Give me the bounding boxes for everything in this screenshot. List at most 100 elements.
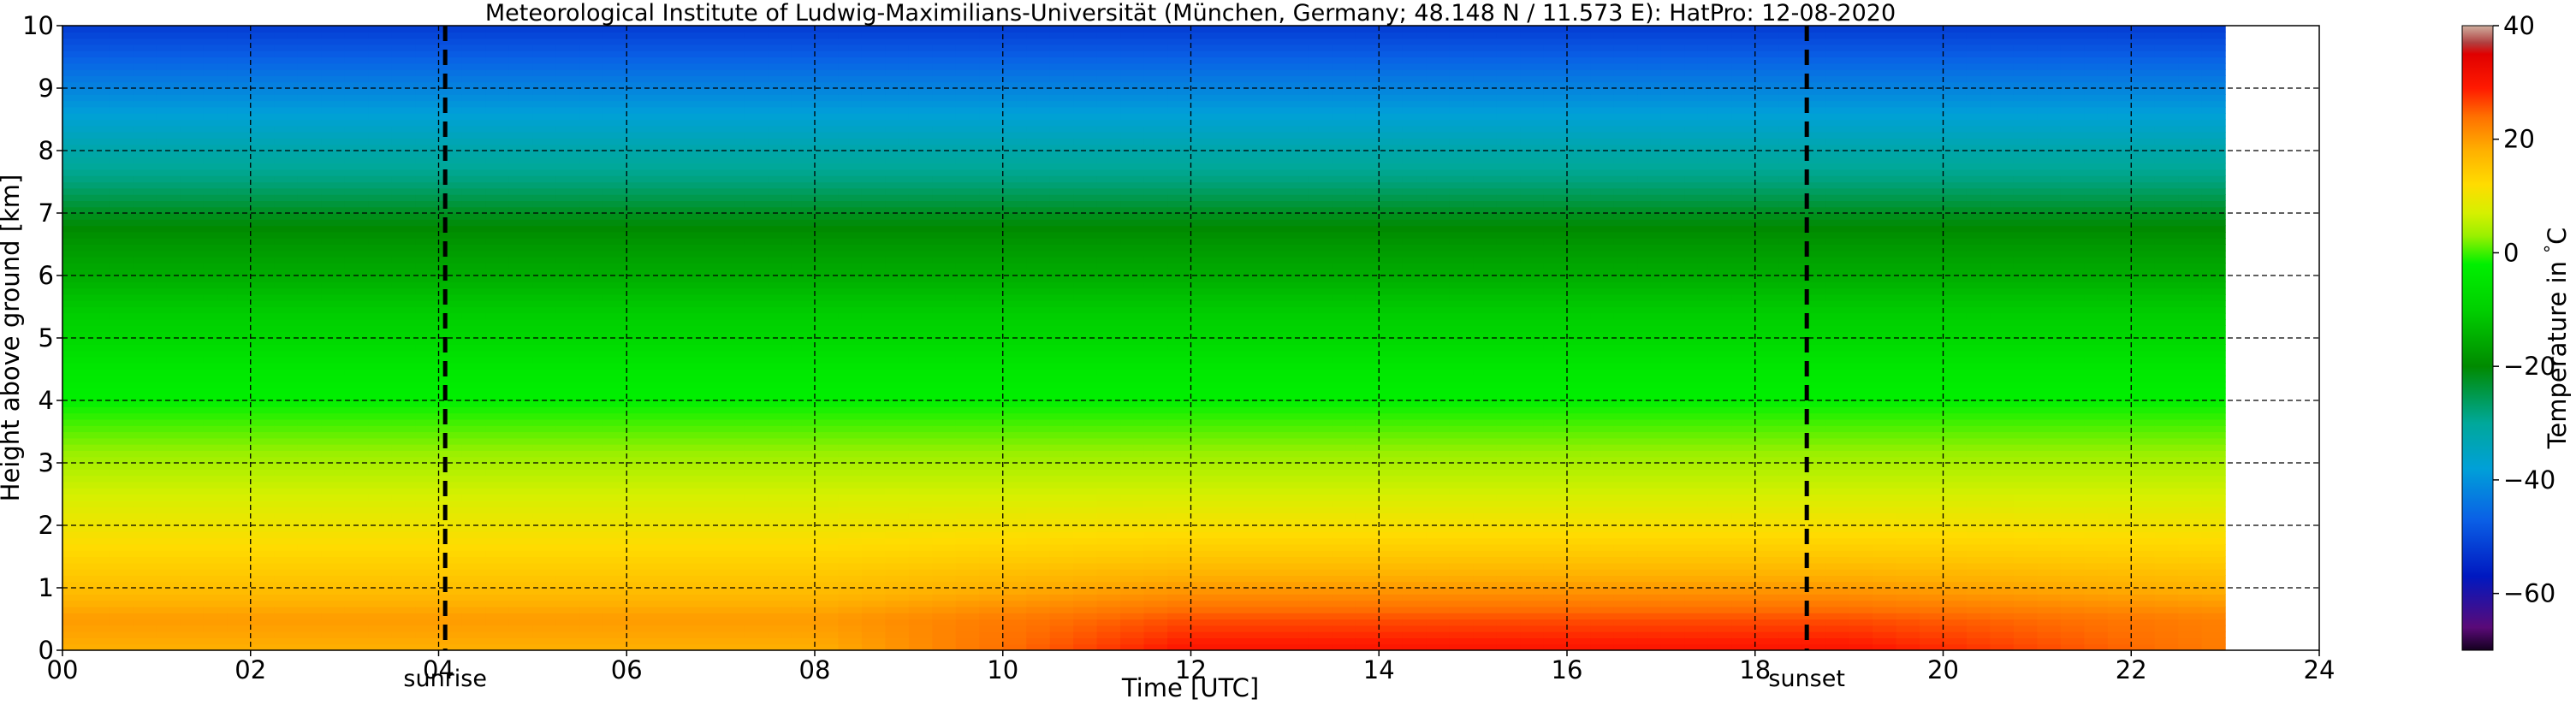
heatmap-field	[62, 26, 2226, 650]
heatmap-cell	[1214, 619, 1239, 626]
heatmap-cell	[485, 637, 510, 645]
heatmap-cell	[979, 507, 1004, 513]
heatmap-cell	[579, 637, 604, 645]
heatmap-cell	[415, 556, 440, 564]
heatmap-cell	[626, 525, 651, 532]
heatmap-cell	[908, 394, 933, 401]
heatmap-cell	[1073, 100, 1098, 108]
heatmap-cell	[1143, 356, 1168, 364]
heatmap-cell	[1002, 431, 1027, 439]
heatmap-cell	[1049, 244, 1074, 252]
heatmap-cell	[744, 613, 769, 620]
heatmap-cell	[461, 69, 487, 76]
heatmap-cell	[415, 238, 440, 246]
heatmap-cell	[555, 394, 580, 401]
heatmap-cell	[438, 231, 463, 239]
heatmap-cell	[227, 431, 252, 439]
heatmap-cell	[62, 338, 87, 345]
heatmap-cell	[555, 456, 580, 464]
heatmap-cell	[744, 181, 769, 189]
heatmap-cell	[1073, 225, 1098, 233]
heatmap-cell	[344, 437, 369, 445]
heatmap-cell	[1002, 238, 1027, 246]
heatmap-cell	[485, 431, 510, 439]
heatmap-cell	[650, 588, 674, 595]
heatmap-cell	[650, 575, 674, 583]
heatmap-cell	[1167, 88, 1192, 95]
heatmap-cell	[1026, 187, 1051, 195]
heatmap-cell	[438, 475, 463, 483]
heatmap-cell	[156, 488, 181, 495]
heatmap-cell	[1026, 200, 1051, 208]
heatmap-cell	[932, 425, 957, 433]
heatmap-cell	[1214, 400, 1239, 407]
heatmap-cell	[955, 263, 980, 270]
heatmap-cell	[485, 287, 510, 295]
heatmap-cell	[1190, 456, 1215, 464]
heatmap-cell	[626, 500, 651, 507]
heatmap-cell	[1167, 106, 1192, 114]
heatmap-cell	[250, 275, 275, 282]
heatmap-cell	[1190, 606, 1215, 613]
heatmap-cell	[62, 219, 87, 227]
heatmap-cell	[532, 125, 557, 133]
heatmap-cell	[532, 187, 557, 195]
heatmap-cell	[1002, 594, 1027, 601]
heatmap-cell	[1026, 269, 1051, 276]
heatmap-cell	[1143, 325, 1168, 333]
heatmap-cell	[555, 138, 580, 145]
heatmap-cell	[109, 388, 134, 395]
heatmap-cell	[109, 394, 134, 401]
heatmap-cell	[532, 463, 557, 470]
heatmap-cell	[1026, 163, 1051, 170]
heatmap-cell	[602, 100, 627, 108]
heatmap-cell	[1143, 481, 1168, 489]
heatmap-cell	[1026, 26, 1051, 33]
heatmap-cell	[908, 312, 933, 320]
heatmap-cell	[1167, 319, 1192, 326]
heatmap-cell	[955, 113, 980, 121]
heatmap-cell	[979, 151, 1004, 157]
heatmap-cell	[86, 425, 110, 433]
heatmap-cell	[697, 594, 721, 601]
heatmap-cell	[133, 606, 157, 613]
heatmap-cell	[579, 187, 604, 195]
heatmap-cell	[744, 325, 769, 333]
heatmap-cell	[321, 238, 346, 246]
heatmap-cell	[602, 287, 627, 295]
heatmap-cell	[321, 418, 346, 426]
heatmap-cell	[180, 518, 205, 526]
heatmap-cell	[508, 363, 533, 370]
heatmap-cell	[721, 456, 745, 464]
heatmap-cell	[1049, 306, 1074, 314]
heatmap-cell	[1026, 382, 1051, 388]
heatmap-cell	[532, 600, 557, 607]
heatmap-cell	[227, 338, 252, 345]
heatmap-cell	[744, 62, 769, 70]
heatmap-cell	[227, 488, 252, 495]
heatmap-cell	[532, 431, 557, 439]
heatmap-cell	[791, 169, 816, 176]
heatmap-cell	[1143, 62, 1168, 70]
heatmap-cell	[1143, 631, 1168, 638]
heatmap-cell	[156, 625, 181, 632]
heatmap-cell	[1120, 138, 1145, 145]
heatmap-cell	[815, 138, 840, 145]
heatmap-cell	[626, 263, 651, 270]
heatmap-cell	[791, 556, 816, 564]
heatmap-cell	[485, 213, 510, 220]
heatmap-cell	[555, 106, 580, 114]
heatmap-cell	[791, 375, 816, 382]
heatmap-cell	[721, 169, 745, 176]
heatmap-cell	[885, 344, 910, 352]
heatmap-cell	[532, 637, 557, 645]
heatmap-cell	[861, 144, 887, 151]
heatmap-cell	[485, 238, 510, 246]
heatmap-cell	[532, 331, 557, 339]
heatmap-cell	[1143, 406, 1168, 414]
heatmap-cell	[697, 356, 721, 364]
heatmap-cell	[1143, 300, 1168, 308]
heatmap-cell	[133, 219, 157, 227]
heatmap-cell	[861, 300, 887, 308]
heatmap-cell	[321, 331, 346, 339]
